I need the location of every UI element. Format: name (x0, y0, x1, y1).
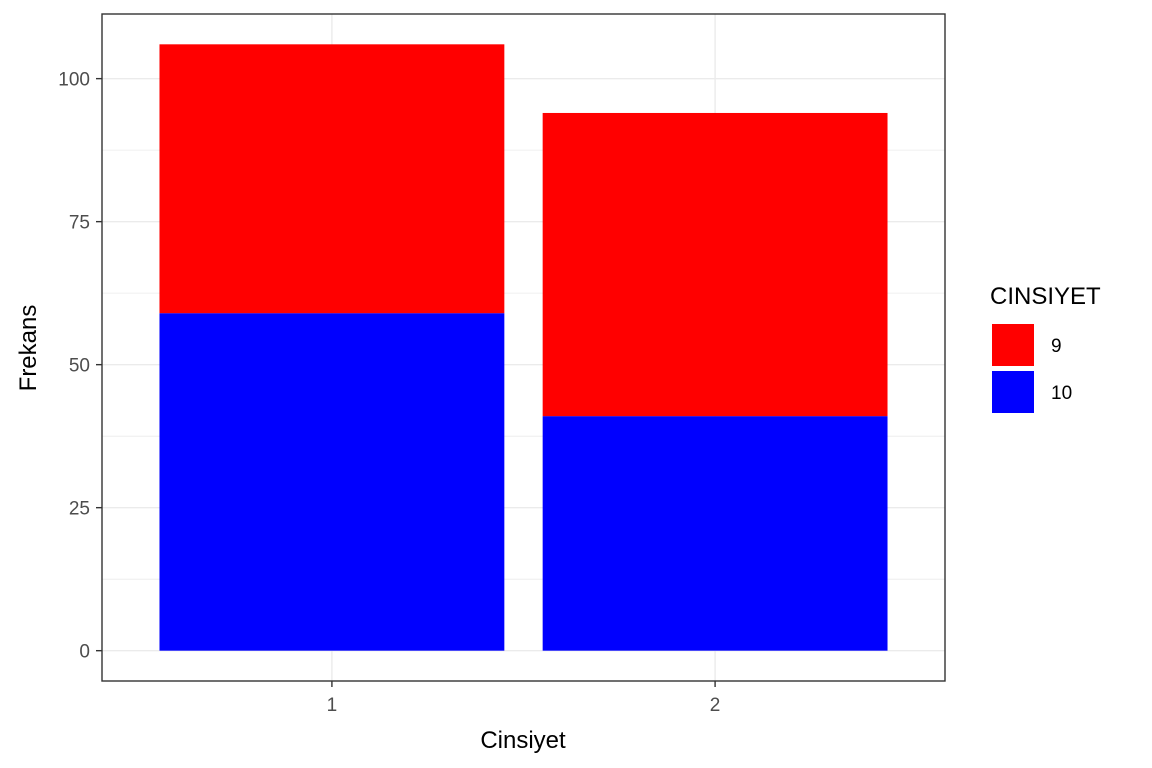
y-tick-label: 75 (69, 213, 90, 234)
y-tick-label: 100 (58, 70, 90, 91)
x-tick-label: 1 (327, 695, 338, 716)
legend: CINSIYET 9 10 (990, 283, 1101, 413)
x-axis-title: Cinsiyet (480, 727, 566, 754)
y-tick-label: 25 (69, 499, 90, 520)
legend-title: CINSIYET (990, 283, 1101, 310)
bar-2-series-10 (542, 416, 888, 651)
bar-2-series-9 (542, 112, 888, 417)
plot-border (101, 13, 946, 682)
y-axis-title: Frekans (15, 305, 42, 392)
bars (159, 44, 888, 651)
y-tick-label: 50 (69, 356, 90, 377)
y-axis: 0 25 50 75 100 (58, 70, 102, 663)
bar-1-series-10 (159, 313, 505, 651)
y-tick-label: 0 (79, 642, 90, 663)
bar-1-series-9 (159, 44, 505, 314)
x-tick-label: 2 (710, 695, 721, 716)
legend-label-9: 9 (1051, 336, 1062, 357)
legend-key-10 (992, 371, 1034, 413)
legend-key-9 (992, 324, 1034, 366)
legend-label-10: 10 (1051, 383, 1072, 404)
